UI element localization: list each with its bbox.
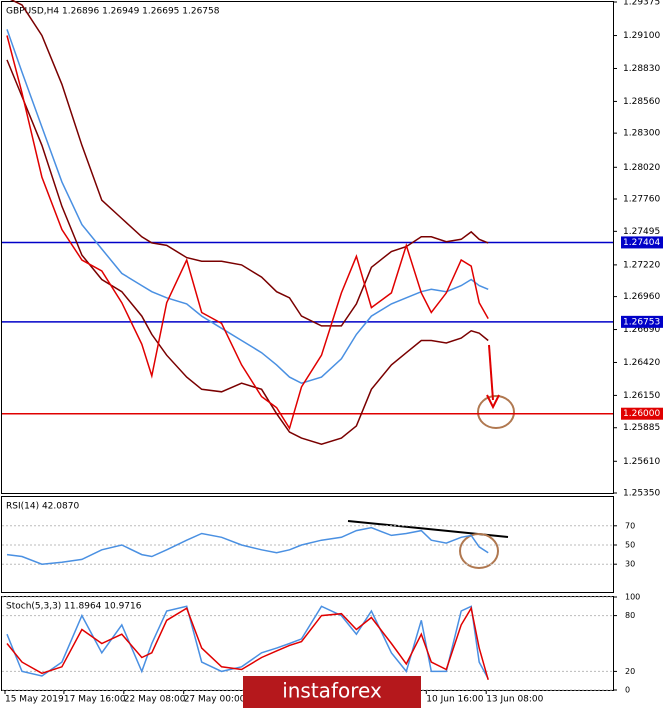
y-tick-label: 0 <box>625 686 630 695</box>
y-tick-label: 1.29100 <box>623 31 660 41</box>
y-tick-label: 1.28830 <box>623 64 660 74</box>
y-tick-label: 1.27495 <box>623 227 660 237</box>
y-tick-label: 30 <box>625 560 635 569</box>
level-label: 1.27404 <box>623 238 660 248</box>
x-tick-label: 15 May 2019 <box>5 695 64 705</box>
series-line <box>6 29 489 385</box>
x-tick-label: 27 May 00:00 <box>184 695 246 705</box>
y-tick-label: 1.25350 <box>623 489 660 499</box>
y-tick-label: 1.28560 <box>623 97 660 107</box>
y-tick-label: 1.26150 <box>623 391 660 401</box>
x-tick-label: 13 Jun 08:00 <box>486 695 543 705</box>
y-tick-label: 1.27220 <box>623 260 660 270</box>
y-tick-label: 1.26960 <box>623 292 660 302</box>
circle-annotation <box>477 395 515 429</box>
y-tick-label: 20 <box>625 667 635 676</box>
level-label-box <box>621 236 663 249</box>
series-line <box>6 606 489 681</box>
level-label-box <box>621 407 663 420</box>
y-tick-label: 1.28300 <box>623 129 660 139</box>
x-tick-label: 17 May 16:00 <box>64 695 126 705</box>
level-label: 1.26000 <box>623 409 660 419</box>
panel-title: Stoch(5,3,3) 11.8964 10.9716 <box>6 602 142 612</box>
watermark: instaforex <box>282 679 382 703</box>
y-tick-label: 80 <box>625 611 635 620</box>
y-tick-label: 1.29375 <box>623 0 660 8</box>
level-label-box <box>621 315 663 328</box>
y-tick-label: 50 <box>625 541 635 550</box>
x-tick-label: 10 Jun 16:00 <box>426 695 483 705</box>
panel-title: GBPUSD,H4 1.26896 1.26949 1.26695 1.2675… <box>6 7 220 17</box>
series-line <box>6 526 489 565</box>
series-line <box>6 35 489 431</box>
y-tick-label: 1.26690 <box>623 325 660 335</box>
arrow-head <box>486 394 500 410</box>
arrow <box>488 344 494 401</box>
panel-title: RSI(14) 42.0870 <box>6 502 79 512</box>
circle-annotation <box>459 533 499 569</box>
y-tick-label: 1.27760 <box>623 195 660 205</box>
main-panel <box>1 1 614 494</box>
series-line <box>6 59 489 445</box>
y-tick-label: 100 <box>625 593 640 602</box>
y-tick-label: 1.26420 <box>623 358 660 368</box>
x-tick-label: 22 May 08:00 <box>124 695 186 705</box>
y-tick-label: 1.28020 <box>623 163 660 173</box>
series-line <box>6 605 489 680</box>
watermark-box <box>243 676 421 708</box>
series-line <box>10 0 489 327</box>
level-label: 1.26753 <box>623 317 660 327</box>
y-tick-label: 1.25885 <box>623 423 660 433</box>
y-tick-label: 70 <box>625 521 635 530</box>
y-tick-label: 1.25610 <box>623 457 660 467</box>
